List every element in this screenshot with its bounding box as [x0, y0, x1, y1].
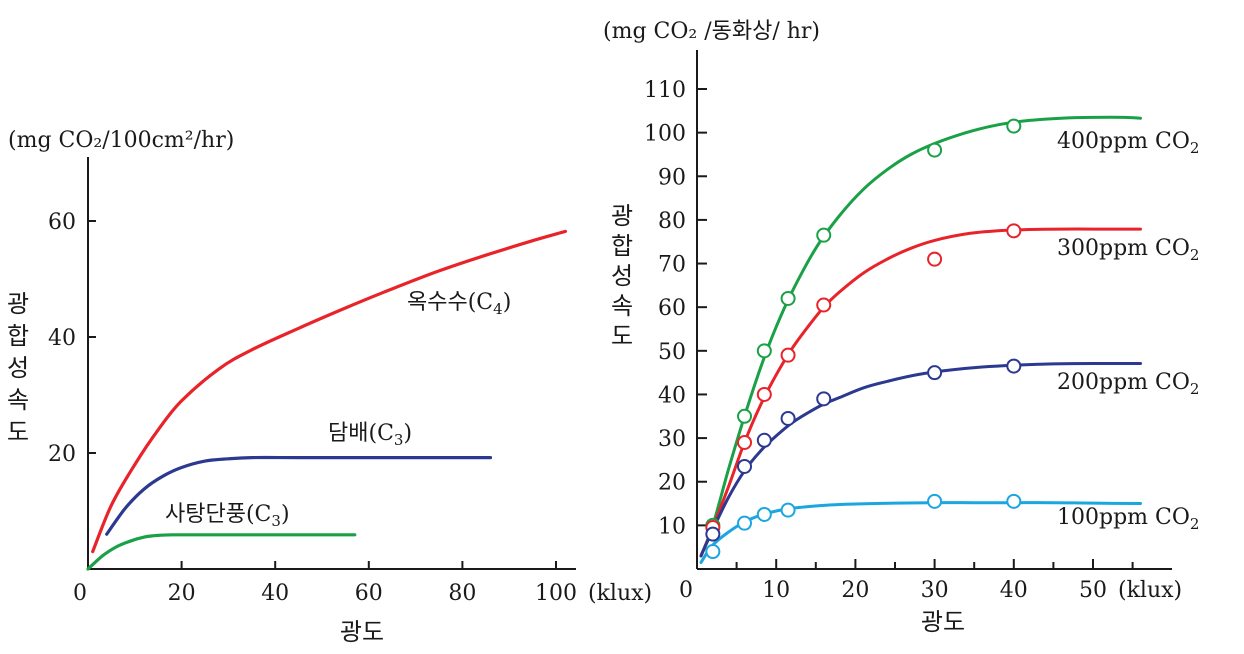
- left-series-label-2: 사탕단풍(C3): [165, 502, 290, 530]
- left-chart-x-unit: (klux): [588, 581, 652, 606]
- right-series: [699, 115, 1142, 564]
- right-y-tick-label: 80: [658, 209, 686, 234]
- right-y-tick-label: 110: [644, 78, 686, 103]
- right-ylabel-char: 속: [611, 292, 633, 320]
- left-x-tick-label: 20: [168, 581, 196, 606]
- left-ylabel-char: 합: [7, 322, 29, 350]
- right-y-tick-label: 50: [658, 340, 686, 365]
- right-data-point-2: [705, 526, 721, 542]
- right-data-point-2: [816, 391, 832, 407]
- right-data-point-0: [1006, 118, 1022, 134]
- right-y-tick-label: 30: [658, 427, 686, 452]
- right-series-labels: 400ppm CO2 300ppm CO2 200ppm CO2 100ppm CO2: [1057, 129, 1199, 533]
- left-x-tick-label: 60: [355, 581, 383, 606]
- right-x-ticks: 0 10 20 30 40 50: [679, 559, 1134, 603]
- right-ylabel-char: 도: [611, 322, 633, 350]
- left-y-tick-label: 20: [48, 442, 76, 467]
- right-series-line-0: [699, 115, 1142, 558]
- left-x-ticks: 0 20 40 60 80 100: [73, 561, 577, 606]
- left-x-tick-label: 80: [448, 581, 476, 606]
- right-series-label-2: 200ppm CO2: [1057, 370, 1199, 398]
- right-data-point-1: [780, 347, 796, 363]
- right-data-point-2: [737, 458, 753, 474]
- right-y-tick-label: 60: [658, 296, 686, 321]
- right-data-point-2: [927, 365, 943, 381]
- right-y-tick-label: 90: [658, 165, 686, 190]
- left-series: [86, 229, 567, 571]
- right-series-label-1: 300ppm CO2: [1057, 236, 1199, 264]
- left-chart-unit-label: (mg CO₂/100cm²/hr): [8, 128, 234, 153]
- right-y-tick-label: 40: [658, 383, 686, 408]
- right-data-point-3: [1006, 493, 1022, 509]
- right-data-point-0: [927, 142, 943, 158]
- right-chart-x-unit: (klux): [1118, 578, 1182, 603]
- right-data-point-2: [756, 432, 772, 448]
- left-y-tick-label: 60: [48, 210, 76, 235]
- right-data-point-2: [1006, 358, 1022, 374]
- right-y-tick-label: 70: [658, 253, 686, 278]
- left-x-tick-label: 0: [73, 581, 87, 606]
- left-chart-xlabel: 광도: [340, 618, 384, 646]
- right-y-tick-label: 10: [658, 514, 686, 539]
- right-ylabel-char: 성: [611, 262, 633, 290]
- left-ylabel-char: 도: [7, 418, 29, 446]
- right-chart-unit-label: (mg CO₂ /동화상/ hr): [603, 19, 820, 44]
- right-data-point-1: [756, 386, 772, 402]
- right-y-tick-label: 20: [658, 471, 686, 496]
- left-series-label-1: 담배(C3): [328, 421, 412, 449]
- right-x-tick-label: 0: [679, 578, 693, 603]
- left-ylabel-char: 광: [7, 290, 29, 318]
- right-data-point-1: [927, 251, 943, 267]
- left-series-label-0: 옥수수(C4): [407, 290, 511, 318]
- left-x-tick-label: 40: [261, 581, 289, 606]
- left-series-line-1: [105, 455, 493, 536]
- right-data-point-1: [737, 434, 753, 450]
- left-series-line-0: [91, 229, 567, 554]
- right-y-tick-label: 100: [644, 122, 686, 147]
- right-data-point-1: [816, 297, 832, 313]
- right-data-point-3: [737, 515, 753, 531]
- right-y-ticks: 10 20 30 40 50 60 70 80 90 100 110: [644, 78, 707, 539]
- right-ylabel-char: 광: [611, 202, 633, 230]
- left-y-ticks: 20 40 60: [48, 210, 96, 467]
- left-ylabel-char: 속: [7, 386, 29, 414]
- right-x-tick-label: 30: [921, 578, 949, 603]
- right-chart-xlabel: 광도: [921, 608, 965, 636]
- right-data-point-0: [816, 227, 832, 243]
- left-x-tick-label: 100: [535, 581, 577, 606]
- right-x-tick-label: 50: [1079, 578, 1107, 603]
- right-data-point-3: [780, 502, 796, 518]
- right-series-line-1: [699, 227, 1142, 558]
- right-data-points: [705, 118, 1022, 560]
- right-x-tick-label: 10: [762, 578, 790, 603]
- right-x-tick-label: 20: [841, 578, 869, 603]
- right-series-label-0: 400ppm CO2: [1057, 129, 1199, 157]
- left-ylabel-char: 성: [7, 354, 29, 382]
- left-series-line-2: [86, 533, 357, 571]
- right-data-point-3: [705, 544, 721, 560]
- left-series-labels: 옥수수(C4) 담배(C3) 사탕단풍(C3): [165, 290, 511, 530]
- right-data-point-0: [780, 290, 796, 306]
- right-data-point-3: [756, 506, 772, 522]
- right-data-point-1: [1006, 223, 1022, 239]
- right-series-label-3: 100ppm CO2: [1057, 505, 1199, 533]
- right-x-tick-label: 40: [1000, 578, 1028, 603]
- right-data-point-0: [756, 343, 772, 359]
- right-data-point-3: [927, 493, 943, 509]
- right-data-point-0: [737, 408, 753, 424]
- left-y-tick-label: 40: [48, 326, 76, 351]
- right-data-point-2: [780, 410, 796, 426]
- right-ylabel-char: 합: [611, 232, 633, 260]
